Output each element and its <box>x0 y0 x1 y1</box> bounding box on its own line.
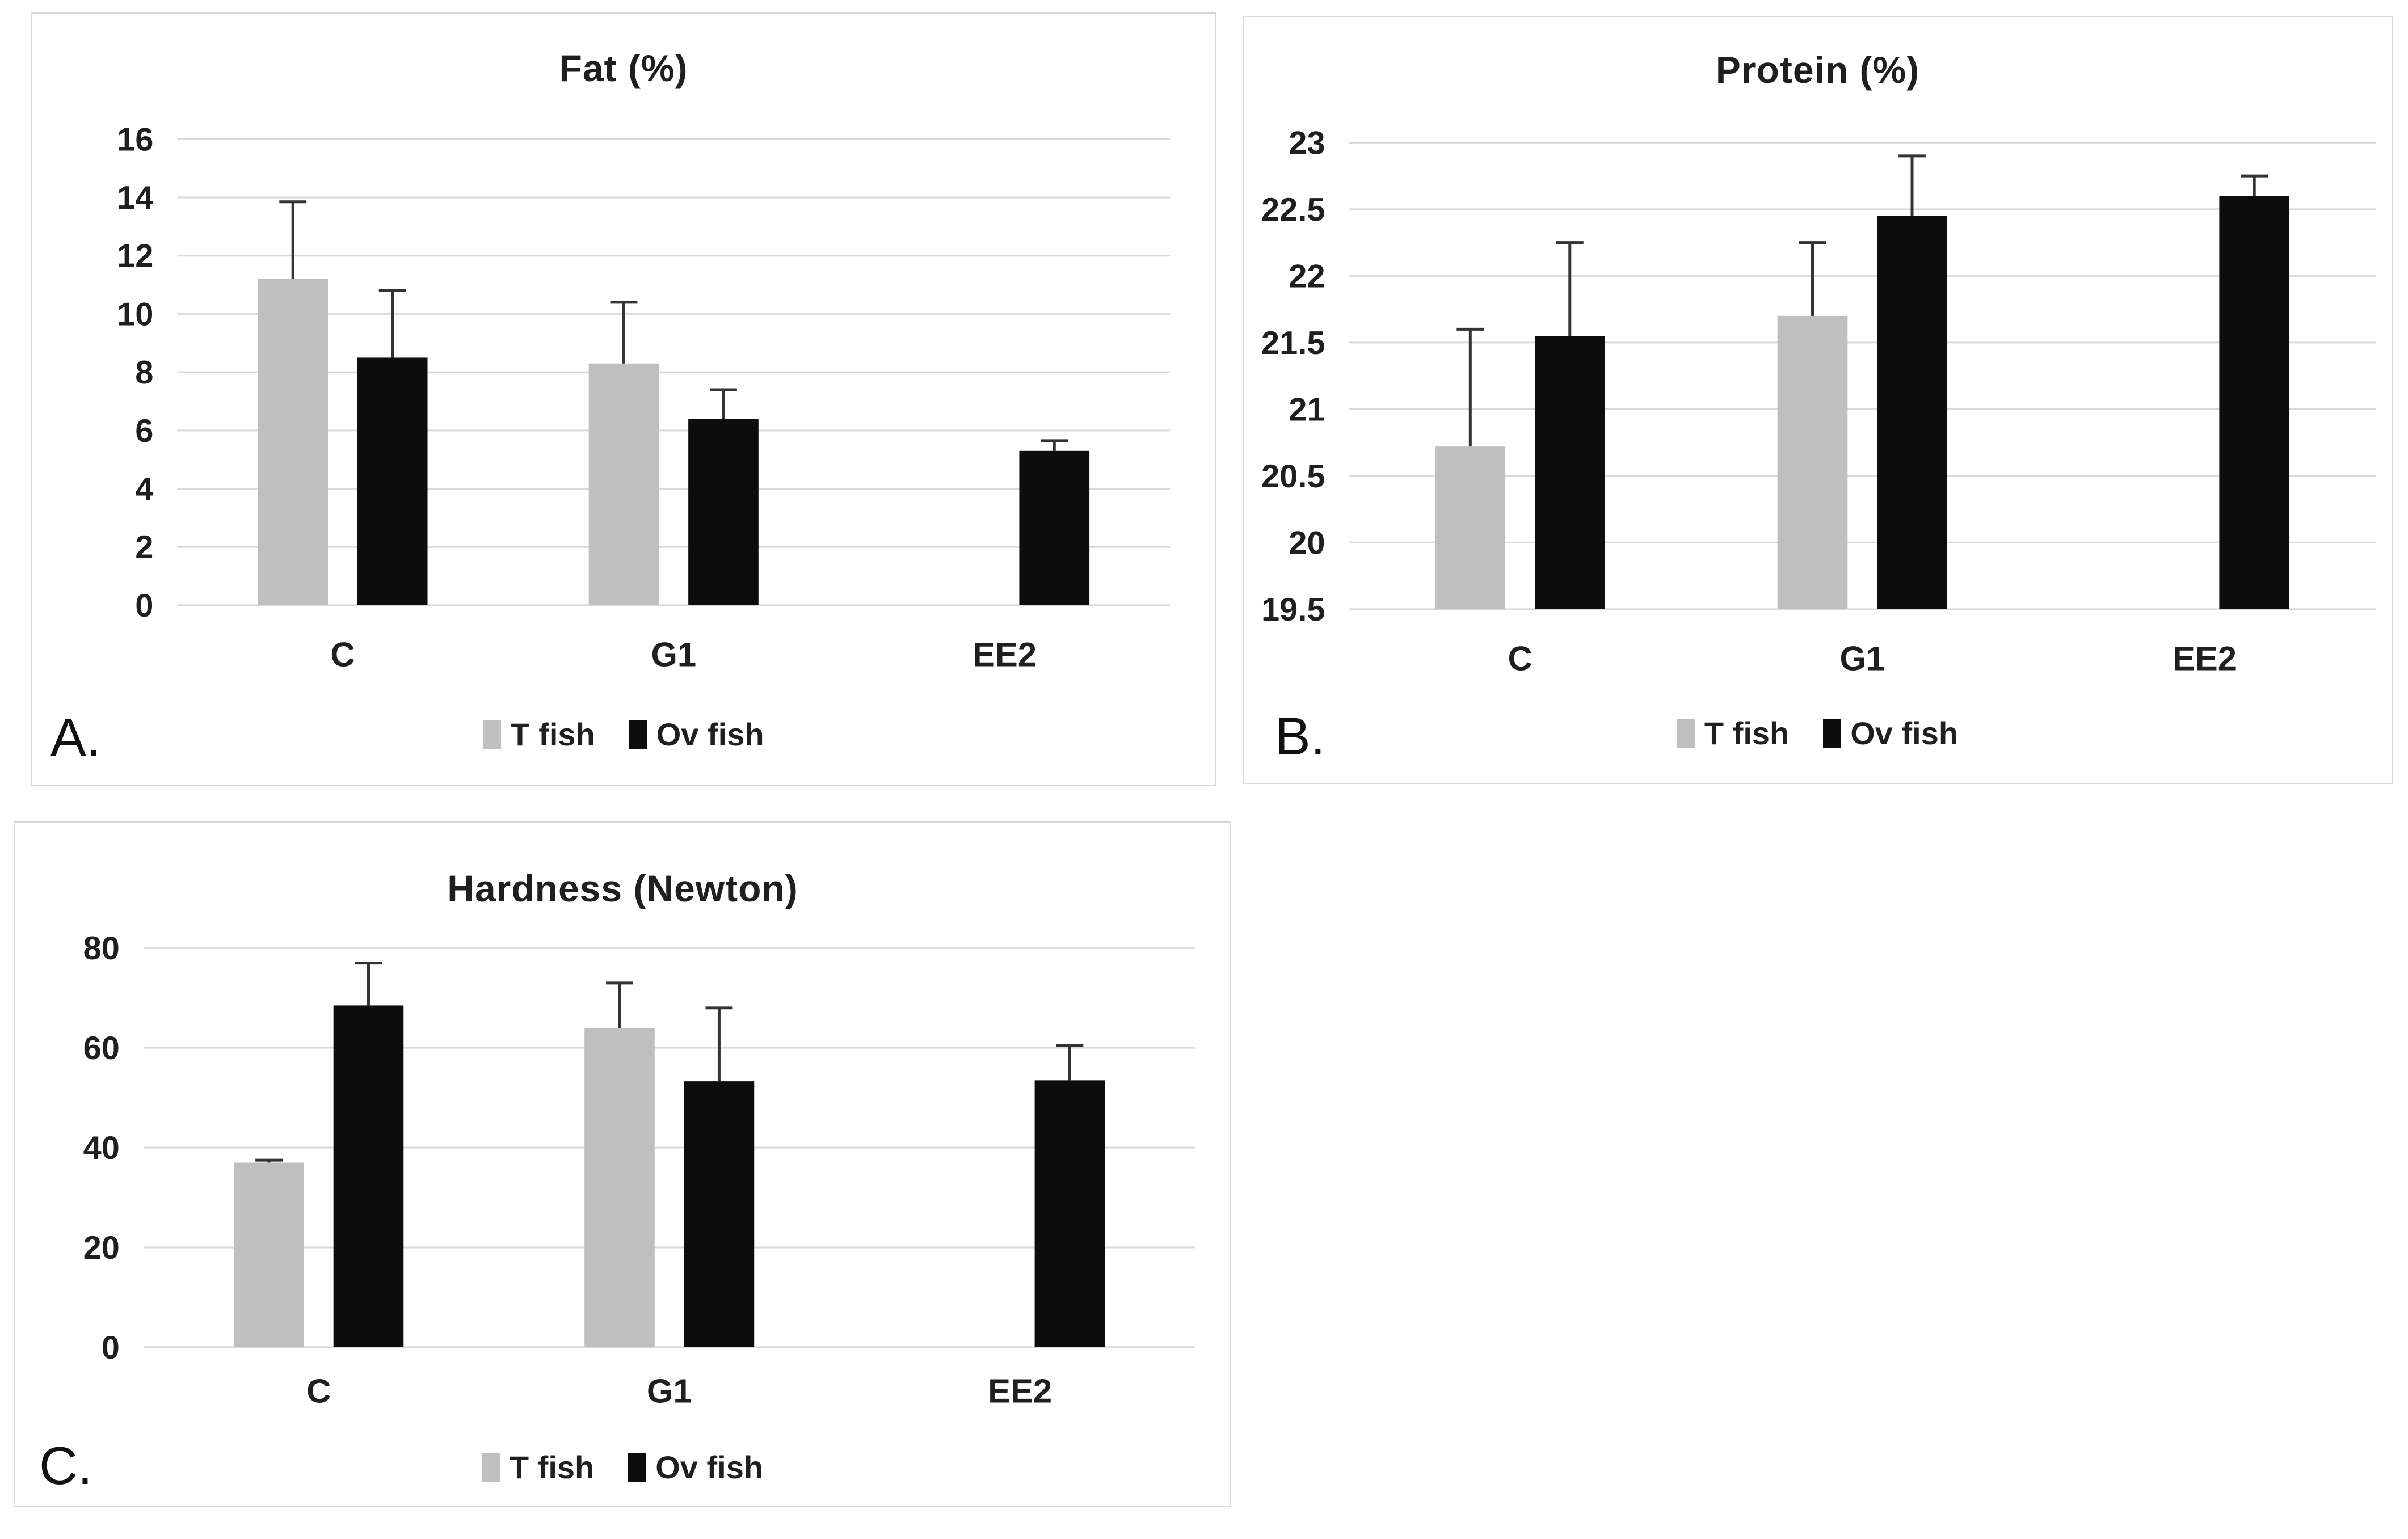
bar-ov-fish-C <box>333 1005 404 1347</box>
x-category-label-C: C <box>1508 640 1532 678</box>
fat-chart-plot: 0 2 4 6 8 10 12 14 16 C G1 EE2 <box>117 121 1171 674</box>
t-fish-swatch-icon <box>482 1453 500 1482</box>
x-category-label-C: C <box>306 1372 331 1410</box>
ov-fish-swatch-icon <box>628 1453 647 1482</box>
y-tick-label-0: 0 <box>135 588 153 624</box>
bar-t-fish-C <box>258 279 329 605</box>
fat-chart-legend: T fish Ov fish <box>32 716 1215 753</box>
legend-item-ov-fish: Ov fish <box>1823 715 1958 752</box>
hardness-chart-plot: 0 20 40 60 80 C G1 EE2 <box>83 930 1195 1410</box>
y-tick-label-21: 21 <box>1289 391 1325 428</box>
panel-letter-c: C. <box>39 1436 92 1495</box>
bar-t-fish-C <box>234 1162 304 1347</box>
bar-t-fish-G1 <box>588 363 659 605</box>
y-tick-label-80: 80 <box>83 930 120 967</box>
bar-ov-fish-G1 <box>688 419 759 605</box>
x-category-label-EE2: EE2 <box>973 636 1037 674</box>
y-tick-label-6: 6 <box>135 413 153 449</box>
legend-label-t-fish: T fish <box>510 716 595 752</box>
bar-ov-fish-C <box>1534 336 1605 609</box>
legend-label-ov-fish: Ov fish <box>656 716 764 752</box>
bar-ov-fish-EE2 <box>1019 450 1090 605</box>
legend-item-ov-fish: Ov fish <box>628 1449 763 1486</box>
x-category-label-G1: G1 <box>1839 640 1885 678</box>
x-category-label-G1: G1 <box>651 636 696 674</box>
y-tick-label-23: 23 <box>1289 125 1325 161</box>
fat-chart-title: Fat (%) <box>559 47 688 89</box>
legend-item-t-fish: T fish <box>482 1449 594 1486</box>
panel-letter-b: B. <box>1275 706 1325 766</box>
legend-label-ov-fish: Ov fish <box>1850 715 1959 751</box>
y-tick-label-2: 2 <box>135 529 153 566</box>
legend-item-ov-fish: Ov fish <box>629 716 764 753</box>
bar-ov-fish-C <box>357 357 428 605</box>
y-tick-label-20: 20 <box>83 1230 120 1266</box>
x-category-label-EE2: EE2 <box>2173 640 2237 678</box>
legend-label-ov-fish: Ov fish <box>655 1449 764 1485</box>
y-tick-label-60: 60 <box>83 1030 120 1066</box>
y-tick-label-21.5: 21.5 <box>1261 325 1325 361</box>
hardness-chart-legend: T fish Ov fish <box>15 1449 1230 1486</box>
bar-t-fish-G1 <box>584 1027 655 1347</box>
y-tick-label-40: 40 <box>83 1130 120 1166</box>
panel-fat: 0 2 4 6 8 10 12 14 16 C G1 EE2 Fat (%) T fish Ov fi… <box>31 12 1216 786</box>
t-fish-swatch-icon <box>1677 719 1695 748</box>
protein-chart-plot: 19.5 20 20.5 21 21.5 22 22.5 23 C G1 EE2 <box>1261 125 2376 678</box>
bar-t-fish-G1 <box>1777 315 1848 609</box>
legend-item-t-fish: T fish <box>1677 715 1789 752</box>
x-category-label-C: C <box>330 636 355 674</box>
protein-chart-title: Protein (%) <box>1715 49 1920 91</box>
y-tick-label-16: 16 <box>117 121 153 158</box>
ov-fish-swatch-icon <box>629 720 647 749</box>
bar-ov-fish-G1 <box>684 1081 755 1347</box>
y-tick-label-19.5: 19.5 <box>1261 592 1325 628</box>
legend-label-t-fish: T fish <box>1704 715 1790 751</box>
bar-ov-fish-EE2 <box>2219 196 2290 609</box>
legend-label-t-fish: T fish <box>509 1449 595 1485</box>
y-tick-label-20.5: 20.5 <box>1261 458 1325 495</box>
panel-protein: 19.5 20 20.5 21 21.5 22 22.5 23 C G1 EE2 Protein (… <box>1243 16 2393 784</box>
bar-ov-fish-EE2 <box>1034 1080 1105 1347</box>
y-tick-label-20: 20 <box>1289 525 1325 561</box>
ov-fish-swatch-icon <box>1823 719 1842 748</box>
x-category-label-G1: G1 <box>647 1372 692 1410</box>
hardness-chart-title: Hardness (Newton) <box>447 867 798 909</box>
legend-item-t-fish: T fish <box>483 716 595 753</box>
y-tick-label-10: 10 <box>117 296 153 332</box>
y-tick-label-14: 14 <box>117 180 153 216</box>
t-fish-swatch-icon <box>483 720 502 749</box>
y-tick-label-12: 12 <box>117 238 153 275</box>
bar-ov-fish-G1 <box>1877 216 1947 609</box>
bar-t-fish-C <box>1435 446 1506 609</box>
protein-chart-legend: T fish Ov fish <box>1244 715 2392 752</box>
panel-letter-a: A. <box>50 707 101 767</box>
y-tick-label-8: 8 <box>135 355 153 391</box>
x-category-label-EE2: EE2 <box>988 1372 1052 1410</box>
y-tick-label-0: 0 <box>102 1330 120 1366</box>
panel-hardness: 0 20 40 60 80 C G1 EE2 Hardness (Newton) T fish… <box>14 821 1231 1507</box>
y-tick-label-4: 4 <box>135 471 153 507</box>
y-tick-label-22.5: 22.5 <box>1261 192 1325 228</box>
y-tick-label-22: 22 <box>1289 258 1325 294</box>
